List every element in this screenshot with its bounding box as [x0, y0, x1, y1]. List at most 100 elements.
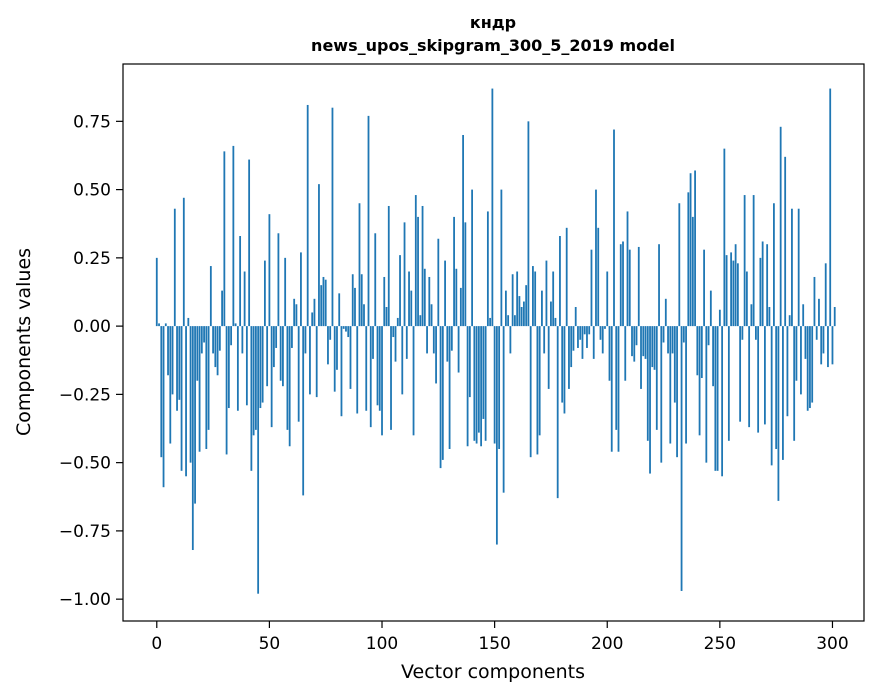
bar [511, 274, 514, 327]
bar [306, 104, 309, 327]
bar [412, 326, 415, 436]
bar [196, 326, 199, 381]
bar [225, 326, 228, 455]
bar [414, 195, 417, 327]
bar [815, 326, 818, 340]
x-axis-label: Vector components [401, 661, 585, 683]
bar [459, 287, 462, 327]
bar [360, 274, 363, 327]
bar [827, 326, 829, 368]
bar [750, 304, 753, 327]
bar [775, 326, 778, 449]
bar [597, 227, 600, 327]
bar [696, 326, 699, 376]
bar [669, 326, 672, 444]
bar [164, 323, 167, 327]
bar [626, 211, 629, 327]
bar [685, 326, 687, 444]
bar [770, 326, 773, 466]
bar [392, 326, 395, 338]
bar [381, 326, 383, 436]
bar [171, 326, 174, 395]
bar [495, 326, 498, 545]
bar [779, 126, 782, 327]
bar [437, 238, 440, 327]
bar [304, 326, 307, 354]
bar [297, 326, 300, 422]
bar [277, 233, 280, 327]
bar [275, 326, 278, 348]
bar [500, 189, 503, 327]
bar [682, 326, 685, 343]
bar [757, 326, 760, 433]
bar [329, 326, 332, 340]
bar [270, 326, 273, 428]
bar [502, 326, 505, 493]
bar [721, 326, 724, 477]
bar [239, 236, 242, 327]
bar [471, 189, 473, 327]
bar [189, 326, 192, 463]
bar [595, 189, 597, 327]
bar [734, 244, 737, 327]
bar [725, 255, 728, 327]
bar [813, 276, 816, 327]
bar [232, 145, 235, 327]
bar [324, 279, 327, 327]
bar [673, 326, 676, 403]
bar [263, 260, 266, 327]
bar [363, 304, 365, 327]
bar [426, 326, 428, 354]
bar [556, 326, 559, 499]
bar [266, 326, 269, 387]
bar [385, 307, 388, 327]
bar [273, 326, 275, 368]
bar [423, 268, 426, 327]
bar [405, 326, 408, 359]
bar [441, 326, 444, 460]
bar [477, 326, 480, 433]
bar [176, 326, 178, 411]
bar [617, 326, 620, 452]
bar [282, 326, 284, 387]
bar [230, 326, 233, 346]
bar [534, 271, 537, 327]
bar [788, 315, 791, 327]
bar [619, 244, 622, 327]
bar [430, 304, 433, 327]
bar [349, 326, 352, 389]
bar [691, 216, 694, 327]
bar [486, 211, 489, 327]
bar [574, 307, 577, 327]
bar [568, 326, 570, 389]
bar [198, 326, 201, 452]
bar [178, 326, 181, 400]
bar [716, 326, 719, 471]
bar [358, 203, 361, 327]
bar [646, 326, 649, 441]
bar [509, 326, 512, 354]
bar [518, 296, 521, 327]
x-tick-label: 250 [704, 634, 736, 654]
x-tick-label: 100 [366, 634, 398, 654]
bar [579, 326, 582, 340]
y-tick-label: −0.75 [59, 522, 111, 542]
bar [694, 170, 696, 327]
bar [572, 326, 575, 351]
bar [162, 326, 165, 488]
bar [455, 268, 458, 327]
bar [498, 326, 501, 449]
bar [288, 326, 291, 447]
bar [187, 317, 190, 327]
bar [736, 263, 739, 327]
bar [313, 298, 316, 327]
bar [462, 134, 464, 327]
bar [806, 326, 809, 411]
bar [754, 326, 757, 340]
bar [552, 271, 555, 327]
bar [523, 301, 525, 327]
bars-group [155, 88, 836, 594]
bar [818, 298, 820, 327]
bar [279, 326, 282, 381]
bar [689, 173, 692, 327]
